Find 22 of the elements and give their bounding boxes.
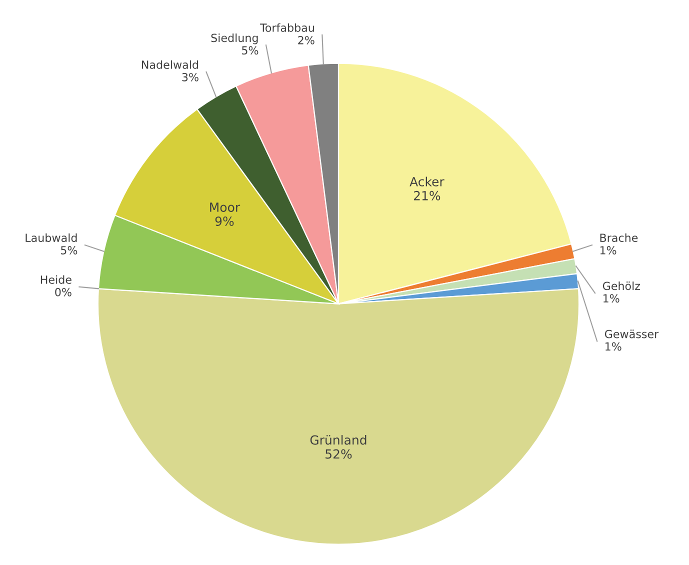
slice-label: Grünland: [310, 435, 366, 445]
data-label: 5%: [242, 46, 258, 55]
text: 0%: [55, 288, 72, 296]
data-label: 1%: [606, 342, 622, 351]
data-label: 21%: [414, 190, 440, 200]
data-label: 1%: [603, 294, 620, 303]
data-label: 3%: [182, 72, 198, 82]
slice-label: Moor: [210, 202, 240, 212]
slice-label: Acker: [410, 176, 444, 186]
data-label: 2%: [298, 36, 314, 44]
slice-label: Nadelwald: [142, 60, 198, 69]
data-label: 9%: [215, 216, 234, 226]
slice-label: Gehölz: [602, 282, 640, 290]
data-label: 52%: [326, 449, 352, 459]
slice-label: Torfabbau: [260, 23, 314, 32]
slice-label: Brache: [600, 233, 638, 242]
slice-label: Laubwald: [26, 233, 77, 242]
data-label: 5%: [60, 246, 78, 254]
slice-label: Gewässer: [604, 330, 659, 338]
category-label: Heide: [40, 275, 72, 284]
slice-label: Siedlung: [211, 33, 258, 44]
data-label: 1%: [600, 246, 616, 254]
